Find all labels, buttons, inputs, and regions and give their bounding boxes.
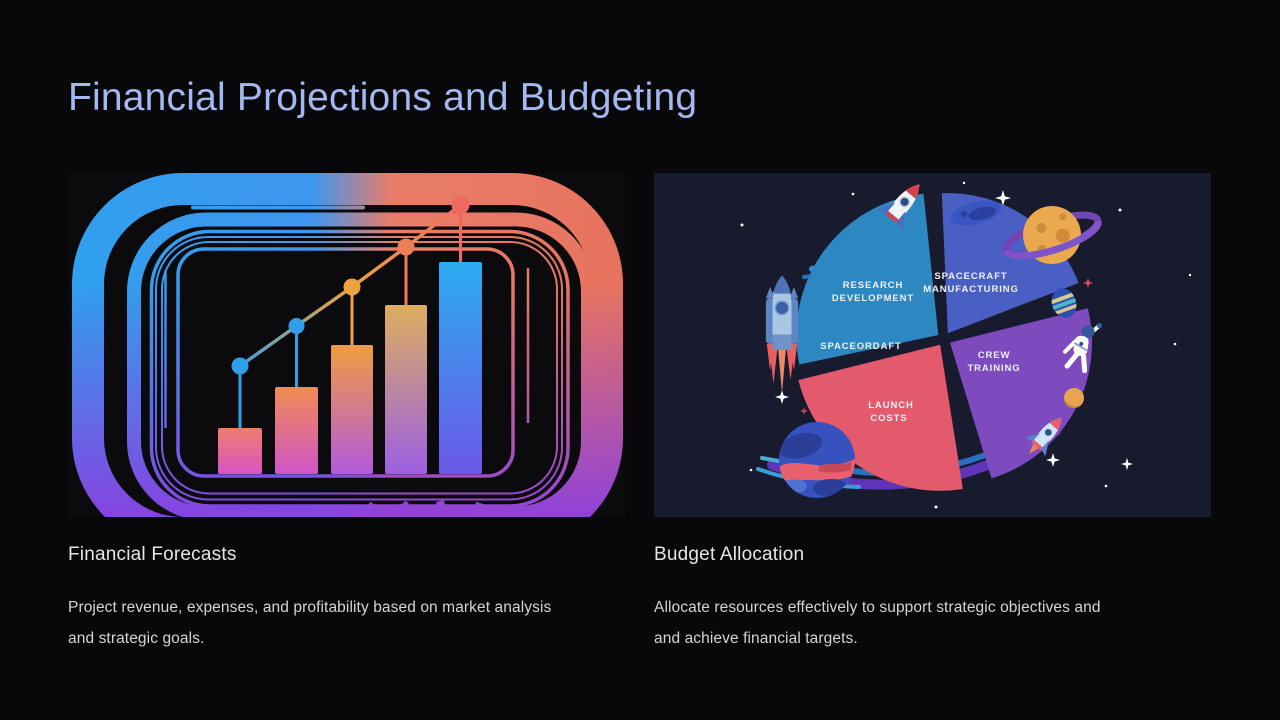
shuttle-rocket-icon [765,275,799,394]
trend-dots [231,196,470,375]
pie-label-launch-1: LAUNCH [868,400,914,411]
swirl-planet-icon [779,422,855,498]
astronaut-icon [1063,323,1103,374]
bar-5 [439,262,482,474]
pie-labels: RESEARCH DEVELOPMENT SPACEORDAFT SPACECR… [820,271,1020,424]
page-title: Financial Projections and Budgeting [68,76,698,119]
pie-label-crew-1: CREW [978,350,1011,361]
pie-label-spacecraft-1: SPACECRAFT [934,271,1007,282]
right-caption: Budget Allocation Allocate resources eff… [654,544,1214,654]
saturn-planet-icon [1002,206,1102,264]
pie-slice-crew-training [950,308,1093,479]
right-caption-heading: Budget Allocation [654,544,805,565]
pie-label-spaceordaft: SPACEORDAFT [820,341,902,352]
rocket-icon [877,184,920,230]
space-pie-chart-illustration: RESEARCH DEVELOPMENT SPACEORDAFT SPACECR… [654,173,1211,517]
pie-label-launch-2: COSTS [870,413,907,424]
pie-label-research-2: DEVELOPMENT [832,293,914,304]
striped-planet-icon [1049,288,1080,318]
asteroid-icon [950,200,1002,226]
pie-chart [796,193,1093,491]
pie-slice-research-development [796,193,939,365]
bar-chart-illustration [68,173,625,517]
small-rocket-icon [1024,417,1062,457]
pie-slice-launch-costs [798,344,963,491]
right-caption-body: Allocate resources effectively to suppor… [654,599,1101,647]
bar-3 [331,345,373,474]
bar-chart-svg [68,173,625,517]
dot-stems [238,205,462,428]
pie-label-crew-2: TRAINING [967,363,1020,374]
sparkle-stars [775,190,1133,470]
orange-planet-icon [1064,388,1084,408]
left-caption: Financial Forecasts Project revenue, exp… [68,544,628,654]
bar-1 [218,428,262,474]
left-caption-heading: Financial Forecasts [68,544,237,565]
bars [218,262,482,474]
pie-label-research-1: RESEARCH [843,280,904,291]
pie-label-spacecraft-2: MANUFACTURING [923,284,1019,295]
bar-2 [275,387,318,474]
pie-slice-spacecraft-manufacturing [941,193,1079,334]
bar-4 [385,305,427,474]
left-caption-body: Project revenue, expenses, and profitabi… [68,599,552,647]
space-pie-svg: RESEARCH DEVELOPMENT SPACEORDAFT SPACECR… [654,173,1211,517]
